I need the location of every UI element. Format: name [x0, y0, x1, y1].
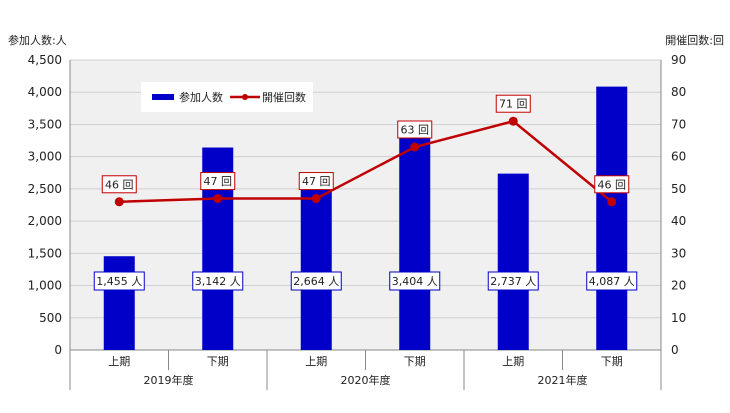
line-data-label-text: 47 回	[302, 175, 331, 188]
bar-data-label-box	[192, 271, 244, 291]
line-data-label: 46 回	[101, 175, 137, 194]
line-data-label-box	[101, 175, 137, 194]
legend-swatch-marker	[242, 94, 248, 100]
legend-label: 参加人数	[179, 90, 223, 104]
x-tick-label: 下期	[404, 355, 426, 368]
line-point	[213, 194, 223, 204]
line-data-label: 71 回	[495, 94, 531, 113]
y-tick-label-right: 20	[671, 279, 686, 293]
x-group-label: 2020年度	[341, 373, 391, 387]
bar-data-label: 1,455 人	[93, 271, 145, 291]
y-tick-label-left: 4,000	[28, 85, 62, 99]
x-tick-label: 上期	[305, 355, 327, 368]
x-tick-label: 上期	[108, 355, 130, 368]
y-tick-label-left: 1,500	[28, 246, 62, 260]
y-tick-label-right: 90	[671, 53, 686, 67]
legend-label: 開催回数	[262, 90, 306, 104]
bar-data-label-box	[487, 271, 539, 291]
y-tick-label-right: 10	[671, 311, 686, 325]
y-tick-label-right: 40	[671, 214, 686, 228]
bar-data-label: 3,142 人	[192, 271, 244, 291]
y-tick-label-right: 0	[671, 343, 679, 357]
x-group-label: 2021年度	[538, 373, 588, 387]
y-tick-label-left: 3,000	[28, 150, 62, 164]
y-tick-label-right: 50	[671, 182, 686, 196]
y-tick-label-right: 80	[671, 85, 686, 99]
line-point	[114, 197, 124, 207]
line-point	[508, 116, 518, 126]
x-group-label: 2019年度	[144, 373, 194, 387]
bar-data-label-text: 4,087 人	[589, 275, 635, 288]
line-data-label-box	[298, 172, 334, 191]
bar	[596, 86, 628, 351]
y-tick-label-right: 60	[671, 150, 686, 164]
bar	[497, 173, 529, 350]
line-data-label-box	[495, 94, 531, 113]
legend-swatch-bar	[152, 94, 174, 100]
legend: 参加人数 開催回数	[141, 82, 313, 112]
line-point	[311, 194, 321, 204]
bar	[103, 256, 135, 350]
line-data-label-text: 46 回	[105, 178, 134, 191]
line-data-label-text: 47 回	[204, 175, 233, 188]
bar-data-label: 2,664 人	[290, 271, 342, 291]
line-data-label-text: 63 回	[401, 124, 430, 137]
line-data-label: 46 回	[594, 175, 630, 194]
y-tick-label-left: 3,500	[28, 117, 62, 131]
y-tick-label-left: 500	[39, 311, 62, 325]
x-tick-label: 下期	[601, 355, 623, 368]
y-tick-label-right: 30	[671, 246, 686, 260]
line-data-label: 47 回	[298, 172, 334, 191]
bar-data-label-box	[290, 271, 342, 291]
line-data-label: 63 回	[397, 120, 433, 139]
bar-data-label-box	[586, 271, 638, 291]
bar-data-label-box	[93, 271, 145, 291]
y-tick-label-left: 2,500	[28, 182, 62, 196]
bar-data-label-text: 1,455 人	[96, 275, 142, 288]
bar-data-label-text: 2,737 人	[490, 275, 536, 288]
line-data-label-box	[200, 172, 236, 191]
y-axis-title-left: 参加人数:人	[8, 33, 67, 47]
bar-data-label-box	[389, 271, 441, 291]
bar-data-label-text: 3,404 人	[392, 275, 438, 288]
line-data-label-text: 71 回	[499, 98, 528, 111]
bar-data-label: 3,404 人	[389, 271, 441, 291]
x-tick-label: 上期	[502, 355, 524, 368]
line-point	[607, 197, 617, 207]
y-tick-label-left: 1,000	[28, 279, 62, 293]
bar-data-label: 4,087 人	[586, 271, 638, 291]
y-tick-label-left: 4,500	[28, 53, 62, 67]
x-tick-label: 下期	[207, 355, 229, 368]
line-data-label: 47 回	[200, 172, 236, 191]
bar-data-label: 2,737 人	[487, 271, 539, 291]
y-tick-label-left: 0	[54, 343, 62, 357]
line-data-label-box	[397, 120, 433, 139]
y-tick-label-right: 70	[671, 117, 686, 131]
bar	[399, 130, 431, 350]
line-series	[119, 119, 613, 204]
line-data-label-box	[594, 175, 630, 194]
line-data-label-text: 46 回	[598, 178, 627, 191]
line-point	[410, 142, 420, 152]
bar-data-label-text: 3,142 人	[195, 275, 241, 288]
y-axis-title-right: 開催回数:回	[665, 33, 724, 47]
bar-data-label-text: 2,664 人	[293, 275, 339, 288]
bar	[300, 178, 332, 350]
y-tick-label-left: 2,000	[28, 214, 62, 228]
